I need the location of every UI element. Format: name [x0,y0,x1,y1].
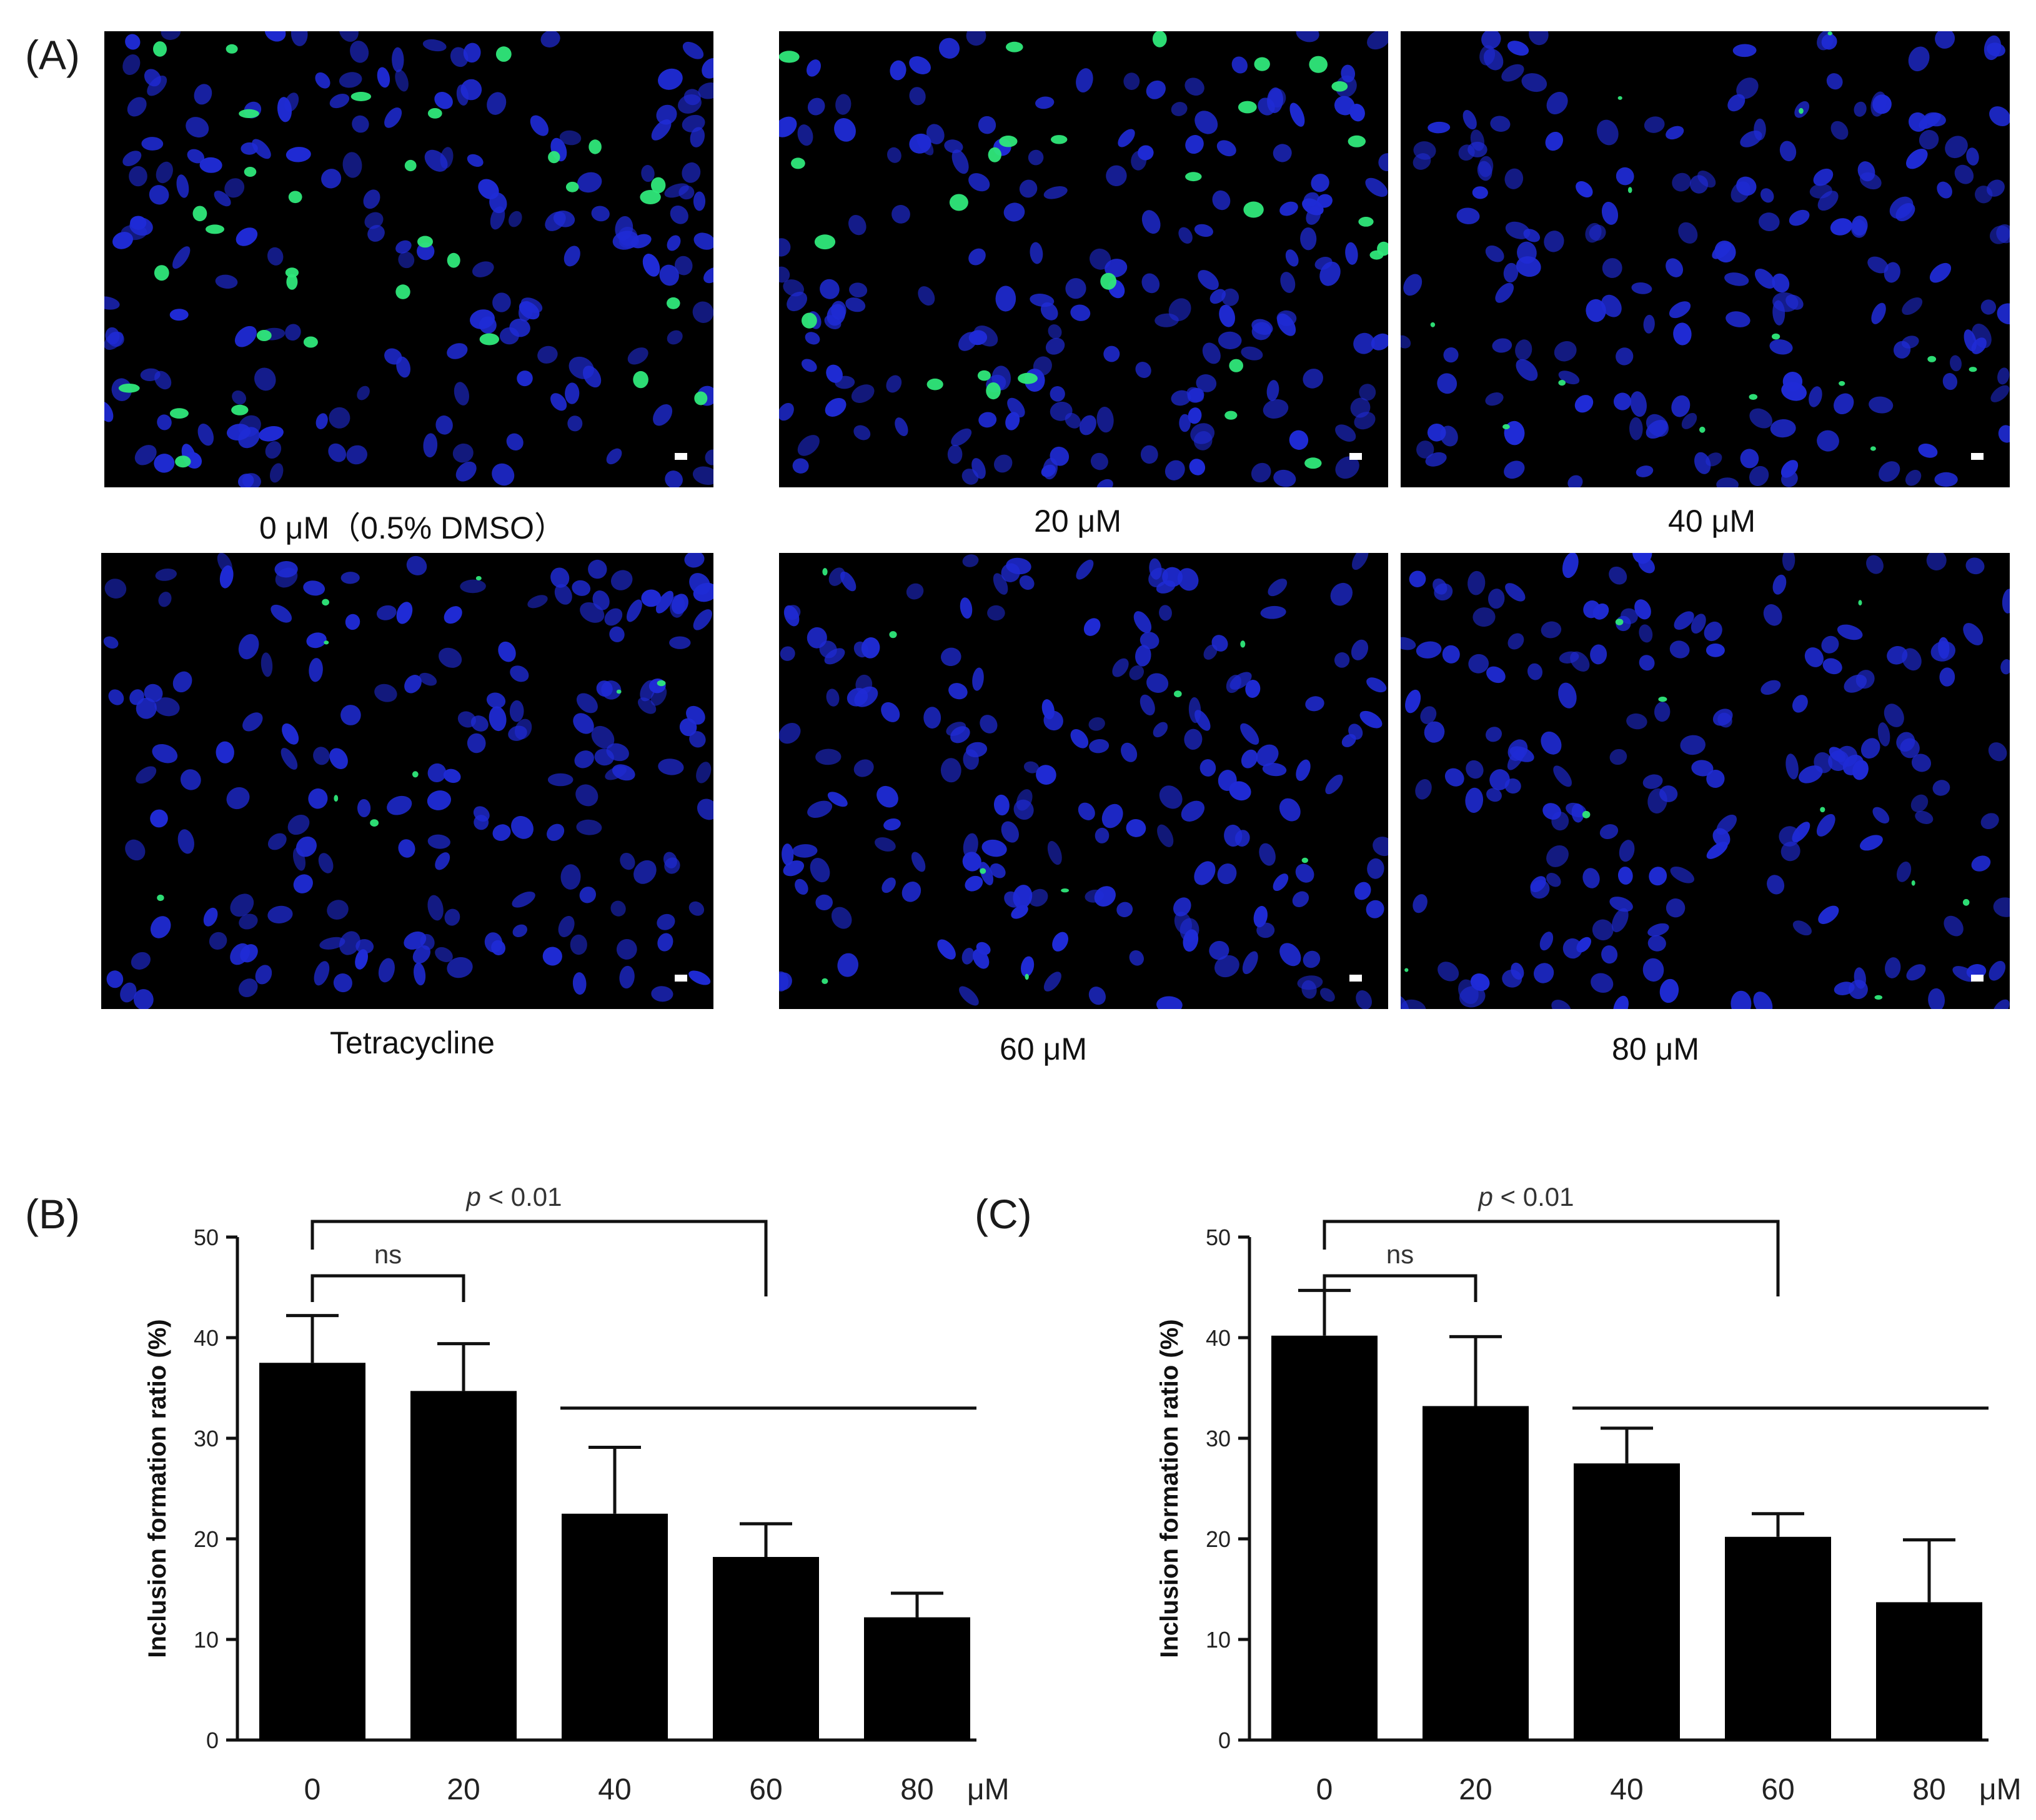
chart-b-bar-20 [410,1391,517,1740]
micrograph-tetracycline [101,553,713,1009]
chart-c-xtick-label: 60 [1761,1773,1794,1806]
chart-c-ytick-label: 0 [1218,1728,1231,1753]
micrograph-label-tetracycline: Tetracycline [330,1025,495,1060]
chart-c-ytick-label: 40 [1206,1325,1231,1351]
chart-b-ylabel: Inclusion formation ratio (%) [144,1319,171,1658]
chart-b-p-rest: < 0.01 [481,1182,562,1211]
chart-c-ytick-label: 50 [1206,1225,1231,1250]
chart-c-bar-20 [1423,1406,1529,1740]
chart-b-p-italic: p [465,1182,481,1211]
chart-b-p-bracket [310,1220,768,1296]
chart-b-bar-80 [864,1617,970,1740]
chart-c-ylabel: Inclusion formation ratio (%) [1156,1319,1183,1658]
chart-b-ytick-label: 10 [194,1627,219,1653]
micrograph-label-60um: 60 μM [1000,1032,1087,1067]
chart-c-ytick-label: 20 [1206,1526,1231,1552]
chart-c-bar-80 [1876,1602,1982,1740]
panel-c-letter: (C) [975,1191,1032,1237]
chart-c-ytick-label: 10 [1206,1627,1231,1653]
chart-c-bar-60 [1725,1536,1831,1740]
chart-b-xtick-label: 60 [749,1773,782,1806]
chart-c-p-label: p < 0.01 [1477,1182,1574,1211]
micrograph-0um [104,31,713,487]
micrograph-20um-image [779,31,1388,487]
chart-c-ytick-label: 30 [1206,1426,1231,1451]
chart-c-x-unit: μM [1979,1773,2022,1806]
chart-b-ns-label: ns [374,1240,402,1269]
chart-b-bar-0 [259,1363,365,1740]
chart-c-ns-label: ns [1386,1240,1414,1269]
chart-c-bar-0 [1271,1335,1378,1740]
chart-b-xtick-label: 80 [900,1773,933,1806]
micrograph-label-40um: 40 μM [1668,504,1755,539]
micrograph-80um-image [1401,553,2010,1009]
chart-b-ytick-label: 30 [194,1426,219,1451]
chart-c-p-italic: p [1477,1182,1493,1211]
chart-b-ytick-label: 20 [194,1526,219,1552]
micrograph-label-0um: 0 μM（0.5% DMSO） [259,510,565,545]
micrograph-label-20um: 20 μM [1034,504,1121,539]
chart-c-xtick-label: 40 [1610,1773,1643,1806]
chart-b-ytick-label: 50 [194,1225,219,1250]
micrograph-0um-image [104,31,713,487]
micrograph-60um [779,553,1388,1009]
chart-c-xtick-label: 0 [1316,1773,1333,1806]
chart-c-p-rest: < 0.01 [1493,1182,1574,1211]
micrograph-60um-image [779,553,1388,1009]
chart-b-ytick-label: 0 [206,1728,219,1753]
chart-c: 0 10 20 30 40 50 Inclusion formation ratio (%)… [1156,1182,2022,1806]
chart-b-ns-bracket [310,1274,465,1302]
chart-c-xtick-label: 20 [1459,1773,1492,1806]
panel-b-letter: (B) [25,1191,80,1237]
chart-c-xtick-label: 80 [1912,1773,1945,1806]
chart-b-bar-60 [713,1556,819,1740]
chart-c-bar-40 [1574,1463,1680,1740]
chart-b-x-unit: μM [967,1773,1010,1806]
chart-b-xtick-label: 40 [598,1773,631,1806]
micrograph-40um [1401,31,2010,487]
panel-a-letter: (A) [25,32,80,78]
chart-c-ns-bracket [1323,1274,1477,1302]
chart-b-ytick-label: 40 [194,1325,219,1351]
chart-b-bar-40 [562,1513,668,1740]
chart-c-p-bracket [1323,1220,1780,1296]
micrograph-tetracycline-image [101,553,713,1009]
micrograph-20um [779,31,1388,487]
micrograph-label-80um: 80 μM [1612,1032,1699,1067]
chart-b-p-label: p < 0.01 [465,1182,562,1211]
chart-b-xtick-label: 20 [447,1773,480,1806]
chart-b-xtick-label: 0 [304,1773,321,1806]
micrograph-40um-image [1401,31,2010,487]
micrograph-80um [1401,553,2010,1009]
chart-b: 0 10 20 30 40 50 Inclusion formation ratio (%)… [144,1182,1010,1806]
